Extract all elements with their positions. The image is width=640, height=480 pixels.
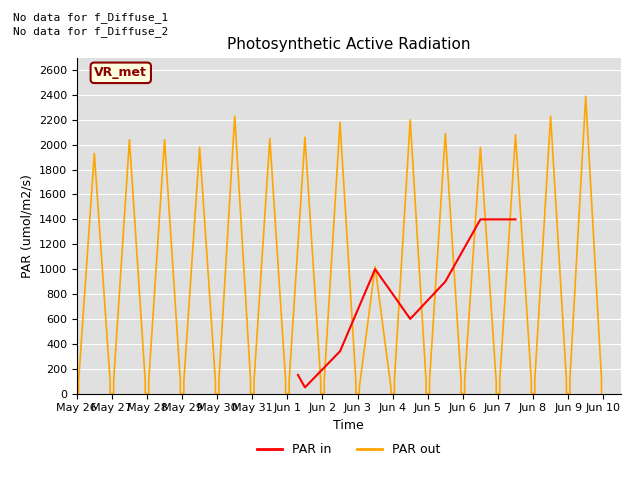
Y-axis label: PAR (umol/m2/s): PAR (umol/m2/s) bbox=[20, 174, 33, 277]
Text: VR_met: VR_met bbox=[94, 66, 147, 79]
X-axis label: Time: Time bbox=[333, 419, 364, 432]
Title: Photosynthetic Active Radiation: Photosynthetic Active Radiation bbox=[227, 37, 470, 52]
Legend: PAR in, PAR out: PAR in, PAR out bbox=[252, 438, 445, 461]
Text: No data for f_Diffuse_1: No data for f_Diffuse_1 bbox=[13, 12, 168, 23]
Text: No data for f_Diffuse_2: No data for f_Diffuse_2 bbox=[13, 26, 168, 37]
